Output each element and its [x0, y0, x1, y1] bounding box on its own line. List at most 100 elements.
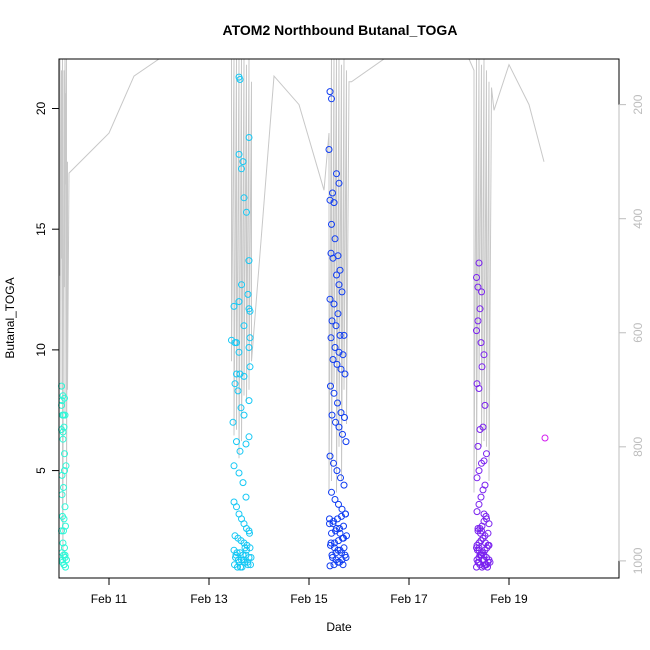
data-point [233, 438, 240, 446]
x-axis-label: Date [326, 620, 352, 634]
data-point [244, 561, 252, 569]
y-tick-label: 10 [34, 343, 48, 357]
data-point [246, 544, 254, 552]
data-point [473, 508, 481, 516]
data-point [61, 467, 68, 475]
data-point [333, 170, 340, 178]
data-point [245, 344, 253, 351]
data-point [233, 503, 240, 511]
data-point [330, 300, 338, 308]
data-point [474, 546, 481, 554]
data-point [340, 481, 348, 489]
data-point [240, 194, 248, 202]
data-point [235, 150, 243, 158]
data-point [60, 527, 67, 535]
data-point [61, 450, 68, 458]
data-point [246, 363, 254, 371]
data-point [245, 433, 253, 441]
data-point [239, 479, 247, 487]
pressure-line [58, 58, 545, 561]
data-point [338, 288, 346, 296]
data-point [339, 430, 346, 438]
data-point [229, 418, 237, 426]
data-point [336, 266, 344, 274]
data-point [238, 165, 245, 173]
data-point [327, 334, 335, 342]
data-point [236, 447, 244, 455]
data-point [330, 199, 338, 207]
data-point [541, 434, 549, 442]
data-point [474, 317, 482, 325]
x-tick-label: Feb 15 [290, 592, 328, 606]
data-point [474, 525, 482, 532]
y-tick-label: 20 [34, 101, 48, 115]
data-point [333, 360, 341, 368]
data-point [337, 409, 345, 417]
right-tick-label: 400 [631, 208, 645, 228]
data-point [328, 95, 335, 103]
data-point [328, 488, 335, 496]
data-point [328, 317, 336, 325]
data-point [231, 380, 239, 388]
data-point [60, 484, 67, 491]
data-point [235, 298, 243, 306]
data-point [343, 532, 350, 540]
data-point [238, 281, 245, 289]
data-point [341, 370, 349, 378]
data-point [473, 380, 481, 388]
data-point [247, 561, 254, 569]
data-point [330, 389, 338, 397]
data-point [234, 387, 242, 395]
data-point [473, 274, 480, 281]
data-point [328, 220, 335, 228]
data-point [340, 544, 348, 552]
y-axis: 5 10 15 20 [34, 101, 59, 474]
data-point [480, 351, 488, 359]
data-point [335, 423, 343, 431]
pressure-line-layer [58, 58, 545, 561]
data-point [329, 254, 337, 262]
data-point [478, 288, 485, 296]
data-point [341, 414, 348, 421]
data-point [329, 356, 337, 363]
data-point [328, 411, 336, 419]
data-point [230, 302, 238, 310]
data-point [473, 563, 480, 571]
data-point [59, 435, 67, 443]
data-point [337, 474, 344, 482]
data-point [238, 563, 246, 571]
y-tick-label: 15 [34, 222, 48, 236]
data-point [479, 486, 487, 494]
data-point [327, 382, 334, 390]
data-point [483, 450, 490, 458]
data-point [474, 442, 482, 450]
data-point [235, 469, 243, 477]
x-tick-label: Feb 11 [91, 592, 128, 606]
data-point [232, 551, 240, 559]
data-point [473, 474, 481, 482]
data-point [326, 295, 334, 303]
data-point [62, 462, 70, 470]
data-point [230, 462, 238, 470]
data-point [330, 459, 337, 467]
x-tick-label: Feb 19 [490, 592, 528, 606]
data-point [239, 551, 247, 559]
data-point [475, 500, 483, 508]
data-point [335, 179, 343, 187]
data-point [485, 541, 493, 549]
right-tick-label: 1000 [631, 547, 645, 574]
data-point [340, 522, 347, 530]
data-point [247, 554, 255, 561]
data-point [333, 467, 341, 475]
data-point [335, 281, 343, 289]
data-point [342, 554, 350, 561]
data-point [336, 331, 344, 339]
data-point [235, 348, 243, 356]
data-point [62, 563, 69, 571]
data-point [477, 339, 485, 347]
data-point [477, 493, 485, 501]
data-point [326, 562, 334, 570]
data-point [478, 551, 485, 559]
x-axis: Feb 11 Feb 13 Feb 15 Feb 17 Feb 19 [91, 577, 528, 606]
data-point [333, 271, 340, 279]
